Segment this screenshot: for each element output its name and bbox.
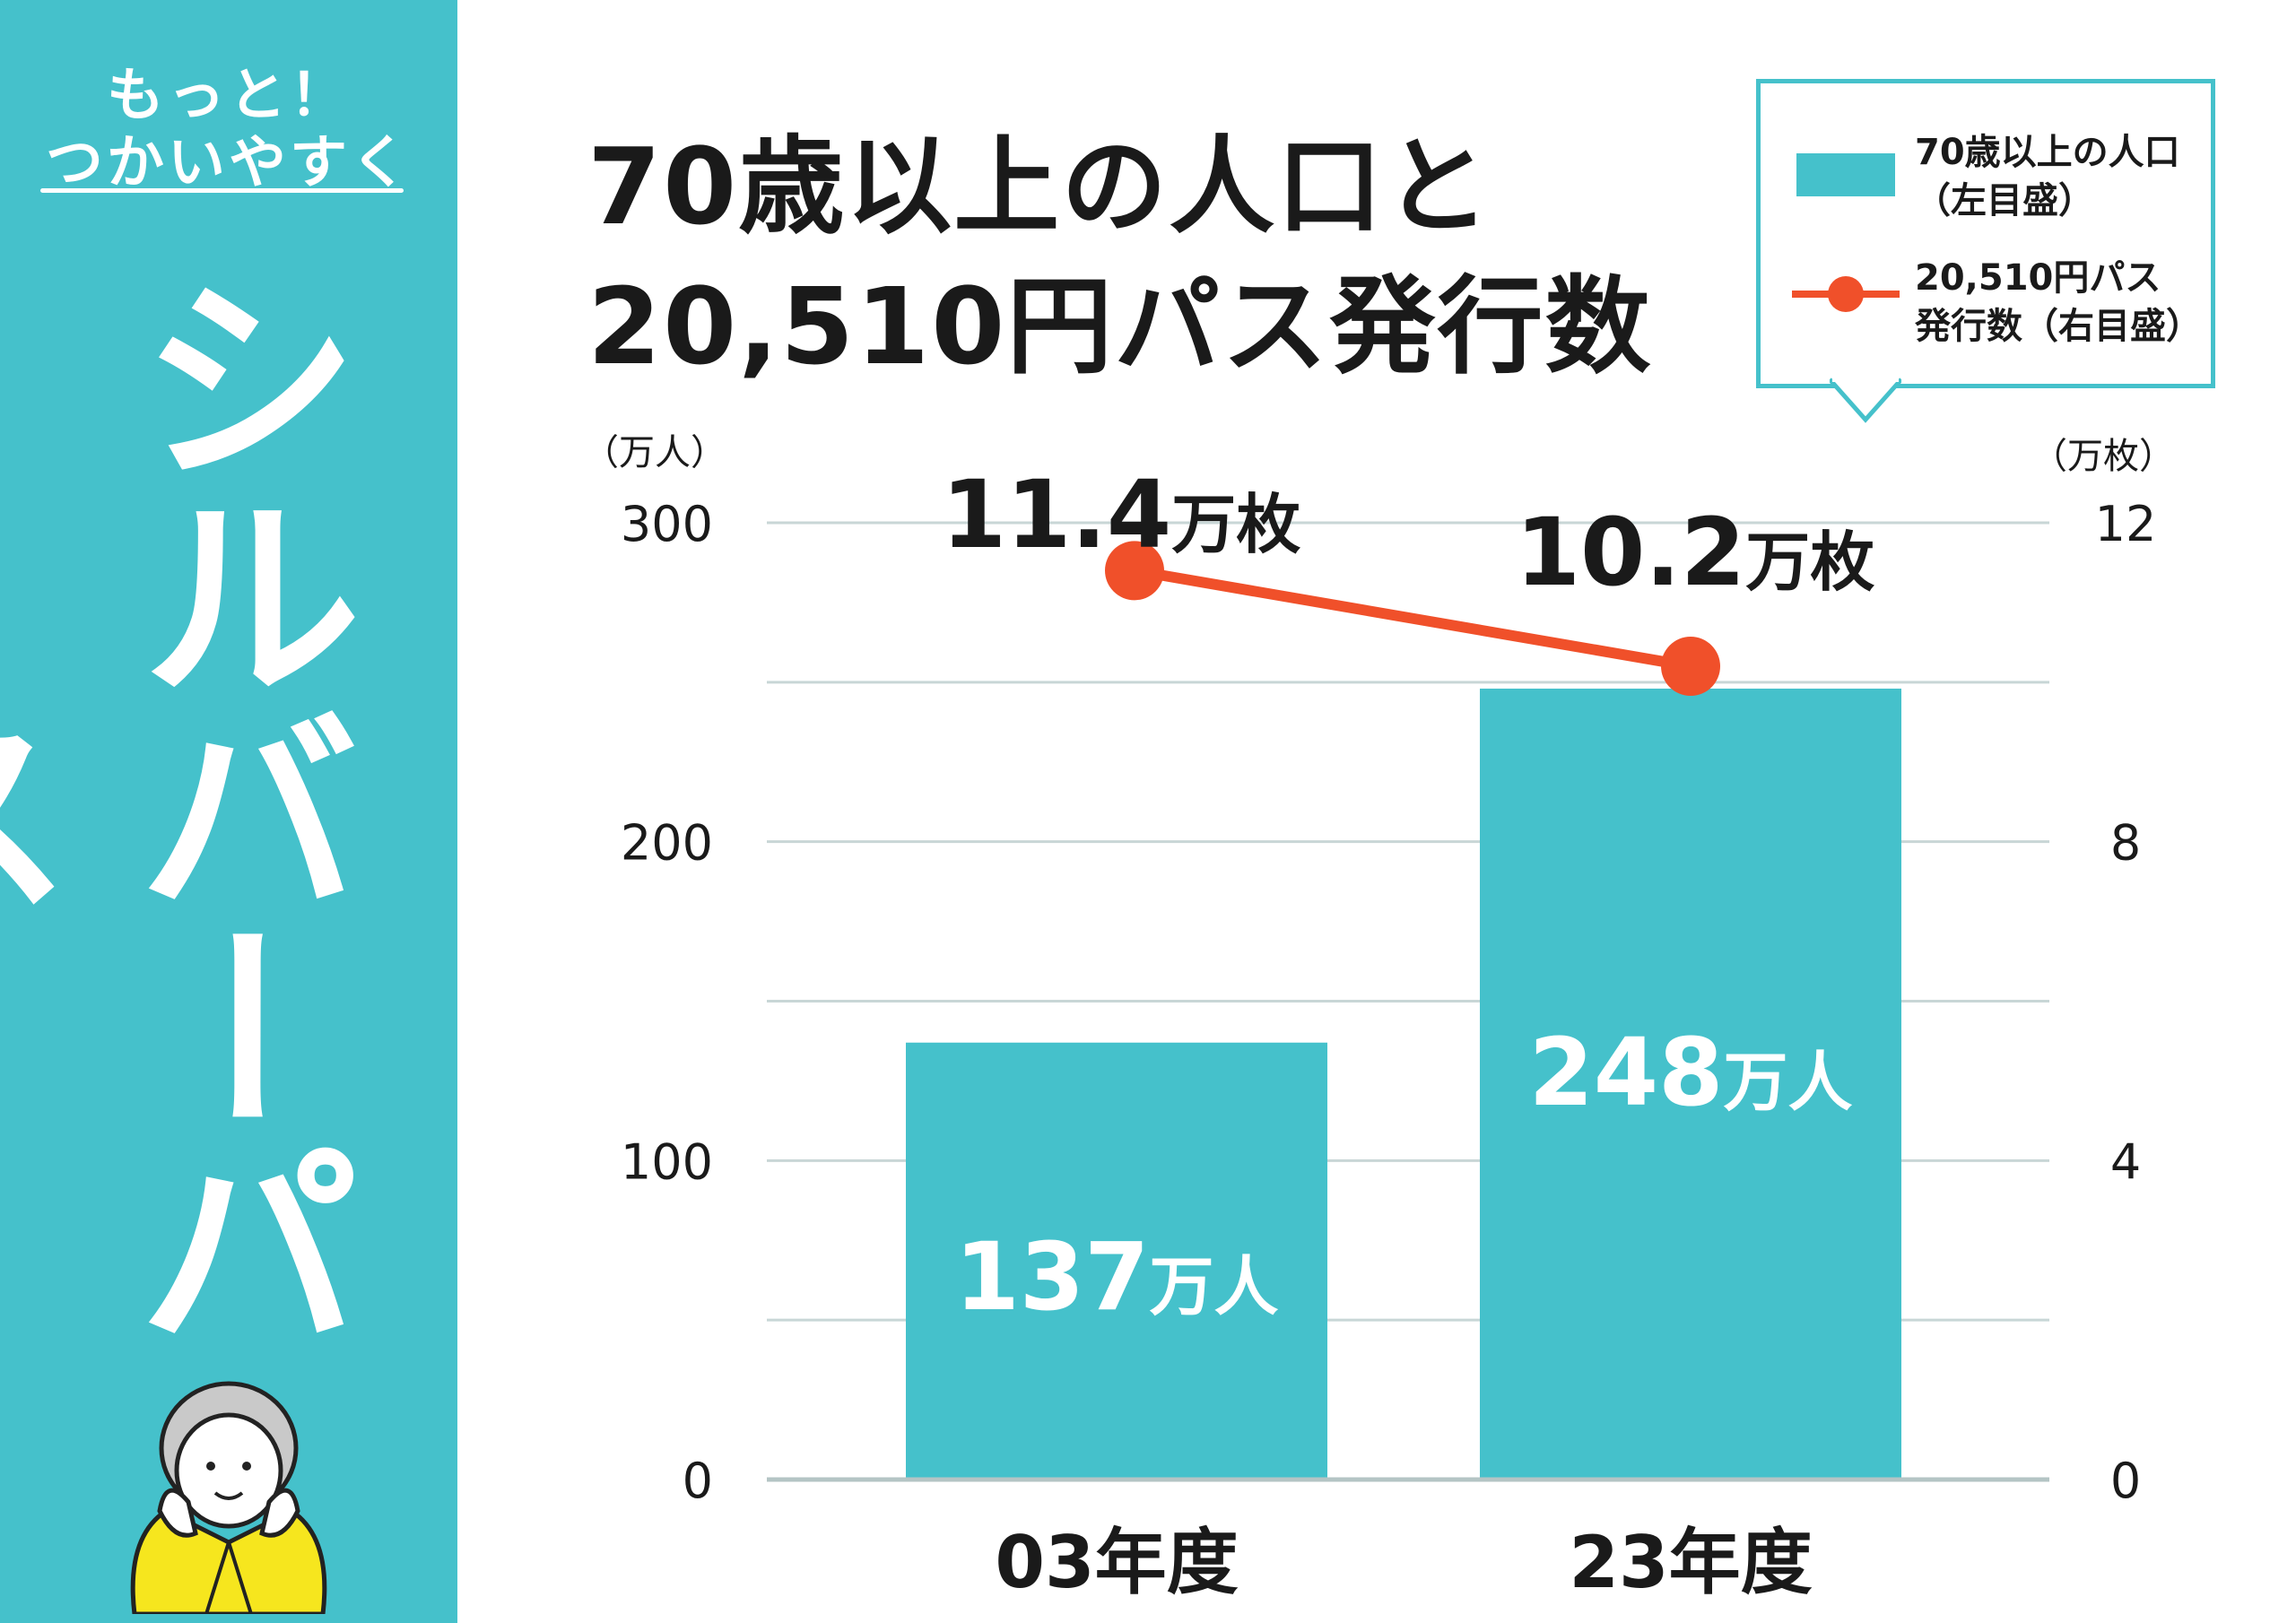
right-axis-tick: 4: [2110, 1133, 2141, 1190]
tagline-line1: もっと！: [107, 63, 351, 129]
legend: 70歳以上の人口 （左目盛） 20,510円パス 発行数（右目盛）: [1756, 79, 2215, 388]
legend-bar-label-line2: （左目盛）: [1915, 180, 2094, 221]
left-axis-tick: 300: [621, 496, 713, 552]
legend-line-icon: [1792, 276, 1900, 312]
legend-line-label-line2: 発行数（右目盛）: [1915, 306, 2202, 347]
elderly-person-icon: [130, 1381, 327, 1614]
left-axis-tick: 200: [621, 815, 713, 872]
tagline-line2: つかいやすく: [46, 130, 412, 196]
bar: [906, 1042, 1327, 1480]
chart-title-line1: 70歳以上の人口と: [587, 125, 1492, 248]
right-axis-tick: 0: [2110, 1453, 2141, 1509]
right-axis-tick: 8: [2110, 815, 2141, 872]
chart-title-line2: 20,510円パス発行数: [587, 265, 1653, 388]
bar-data-label: 248万人: [1528, 1018, 1852, 1127]
vertical-title: シルバーパス: [0, 265, 360, 1350]
legend-bar-swatch: [1796, 153, 1895, 196]
bar-data-label: 137万人: [954, 1222, 1278, 1332]
line-point: [1661, 637, 1720, 697]
line-series-path: [1133, 565, 1692, 672]
right-axis-tick: 12: [2095, 496, 2157, 552]
legend-bar-label-line1: 70歳以上の人口: [1915, 132, 2180, 173]
left-axis-tick: 100: [621, 1133, 713, 1190]
line-data-label: 11.4万枚: [942, 460, 1301, 569]
left-axis-unit: （万人）: [583, 432, 726, 473]
tagline-underline: [40, 188, 404, 193]
left-axis-tick: 0: [683, 1453, 713, 1509]
bar: [1480, 688, 1901, 1480]
x-axis-category-label: 23年度: [1569, 1521, 1812, 1604]
line-data-label: 10.2万枚: [1516, 498, 1875, 607]
right-axis-unit: （万枚）: [2031, 436, 2175, 477]
legend-pointer: [1830, 377, 1901, 423]
line-point: [1105, 541, 1164, 601]
sidebar: もっと！ つかいやすく シルバーパス: [0, 0, 457, 1623]
legend-line-label-line1: 20,510円パス: [1915, 257, 2161, 299]
x-axis-category-label: 03年度: [995, 1521, 1238, 1604]
